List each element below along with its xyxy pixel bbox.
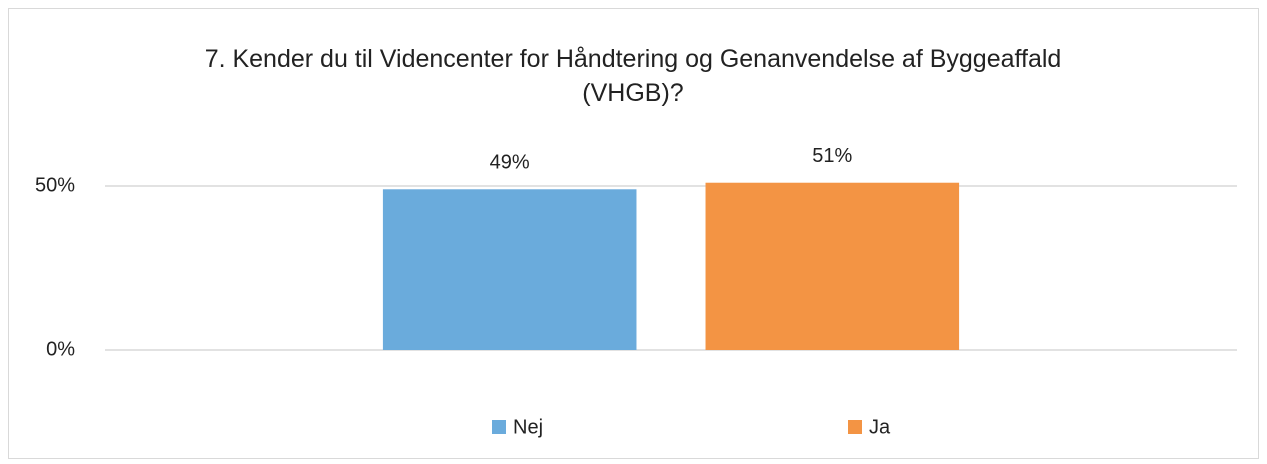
legend-label: Ja xyxy=(869,416,891,438)
chart-title: 7. Kender du til Videncenter for Håndter… xyxy=(204,45,1062,107)
legend-swatch xyxy=(848,420,862,434)
bar xyxy=(705,182,960,350)
legend-label: Nej xyxy=(513,416,543,438)
bar xyxy=(382,189,637,350)
y-tick-label: 50% xyxy=(35,174,75,196)
value-label: 49% xyxy=(490,152,530,174)
y-tick-label: 0% xyxy=(46,338,75,360)
value-label: 51% xyxy=(812,145,852,167)
legend-swatch xyxy=(492,420,506,434)
